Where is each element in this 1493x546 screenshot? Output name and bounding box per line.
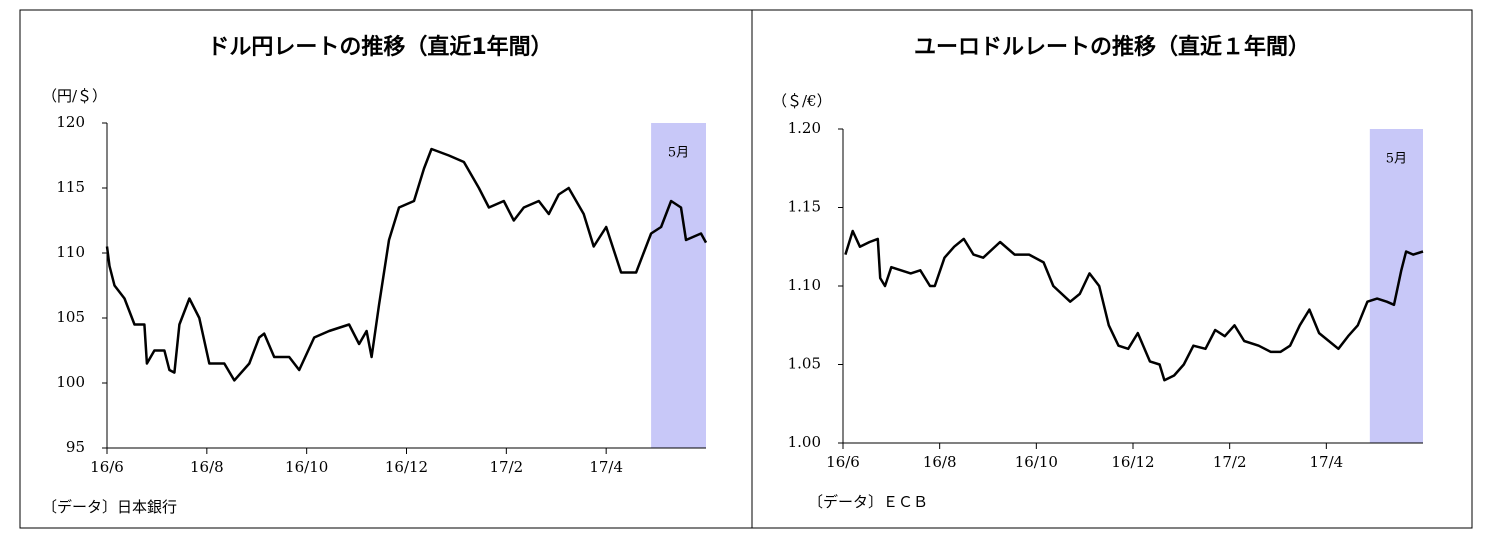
highlight-label: 5月 [668,146,689,161]
y-tick-label: 95 [66,438,85,456]
highlight-band [1369,129,1423,443]
y-axis-label: （円/＄） [42,87,107,105]
source-note: 〔データ〕ＥＣＢ [808,493,928,511]
x-tick-label: 16/12 [1111,453,1154,471]
y-axis-label: （＄/€） [772,92,832,110]
x-tick-label: 16/8 [923,453,957,471]
y-tick-label: 1.05 [788,355,821,373]
y-tick-label: 1.00 [788,433,821,451]
frame [19,9,1473,529]
y-tick-label: 1.15 [788,198,821,216]
line-series [844,229,1424,382]
y-tick-label: 100 [56,373,85,391]
y-tick-label: 1.10 [788,276,821,294]
x-tick-label: 16/8 [190,458,224,476]
x-tick-label: 16/10 [285,458,328,476]
x-tick-label: 16/6 [90,458,124,476]
x-tick-label: 17/2 [1213,453,1247,471]
highlight-label: 5月 [1386,152,1407,167]
x-tick-label: 16/10 [1015,453,1058,471]
chart-title: ユーロドルレートの推移（直近１年間） [914,34,1310,60]
source-note: 〔データ〕日本銀行 [42,498,177,516]
y-tick-label: 105 [56,308,85,326]
y-tick-label: 115 [56,178,85,196]
chart-title: ドル円レートの推移（直近1年間） [207,34,552,60]
x-tick-label: 16/6 [826,453,860,471]
x-tick-label: 16/12 [385,458,428,476]
x-tick-label: 17/4 [1309,453,1343,471]
x-tick-label: 17/2 [489,458,523,476]
y-tick-label: 120 [56,113,85,131]
x-tick-label: 17/4 [589,458,623,476]
line-series [105,147,708,382]
y-tick-label: 110 [56,243,85,261]
highlight-band [651,123,706,448]
y-tick-label: 1.20 [788,119,821,137]
